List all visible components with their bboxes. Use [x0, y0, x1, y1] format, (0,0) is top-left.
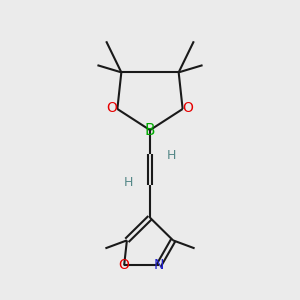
- Text: B: B: [145, 123, 155, 138]
- Text: O: O: [107, 101, 118, 115]
- Text: O: O: [182, 101, 193, 115]
- Text: H: H: [123, 176, 133, 189]
- Text: H: H: [167, 149, 177, 163]
- Text: O: O: [119, 259, 130, 272]
- Text: N: N: [154, 259, 164, 272]
